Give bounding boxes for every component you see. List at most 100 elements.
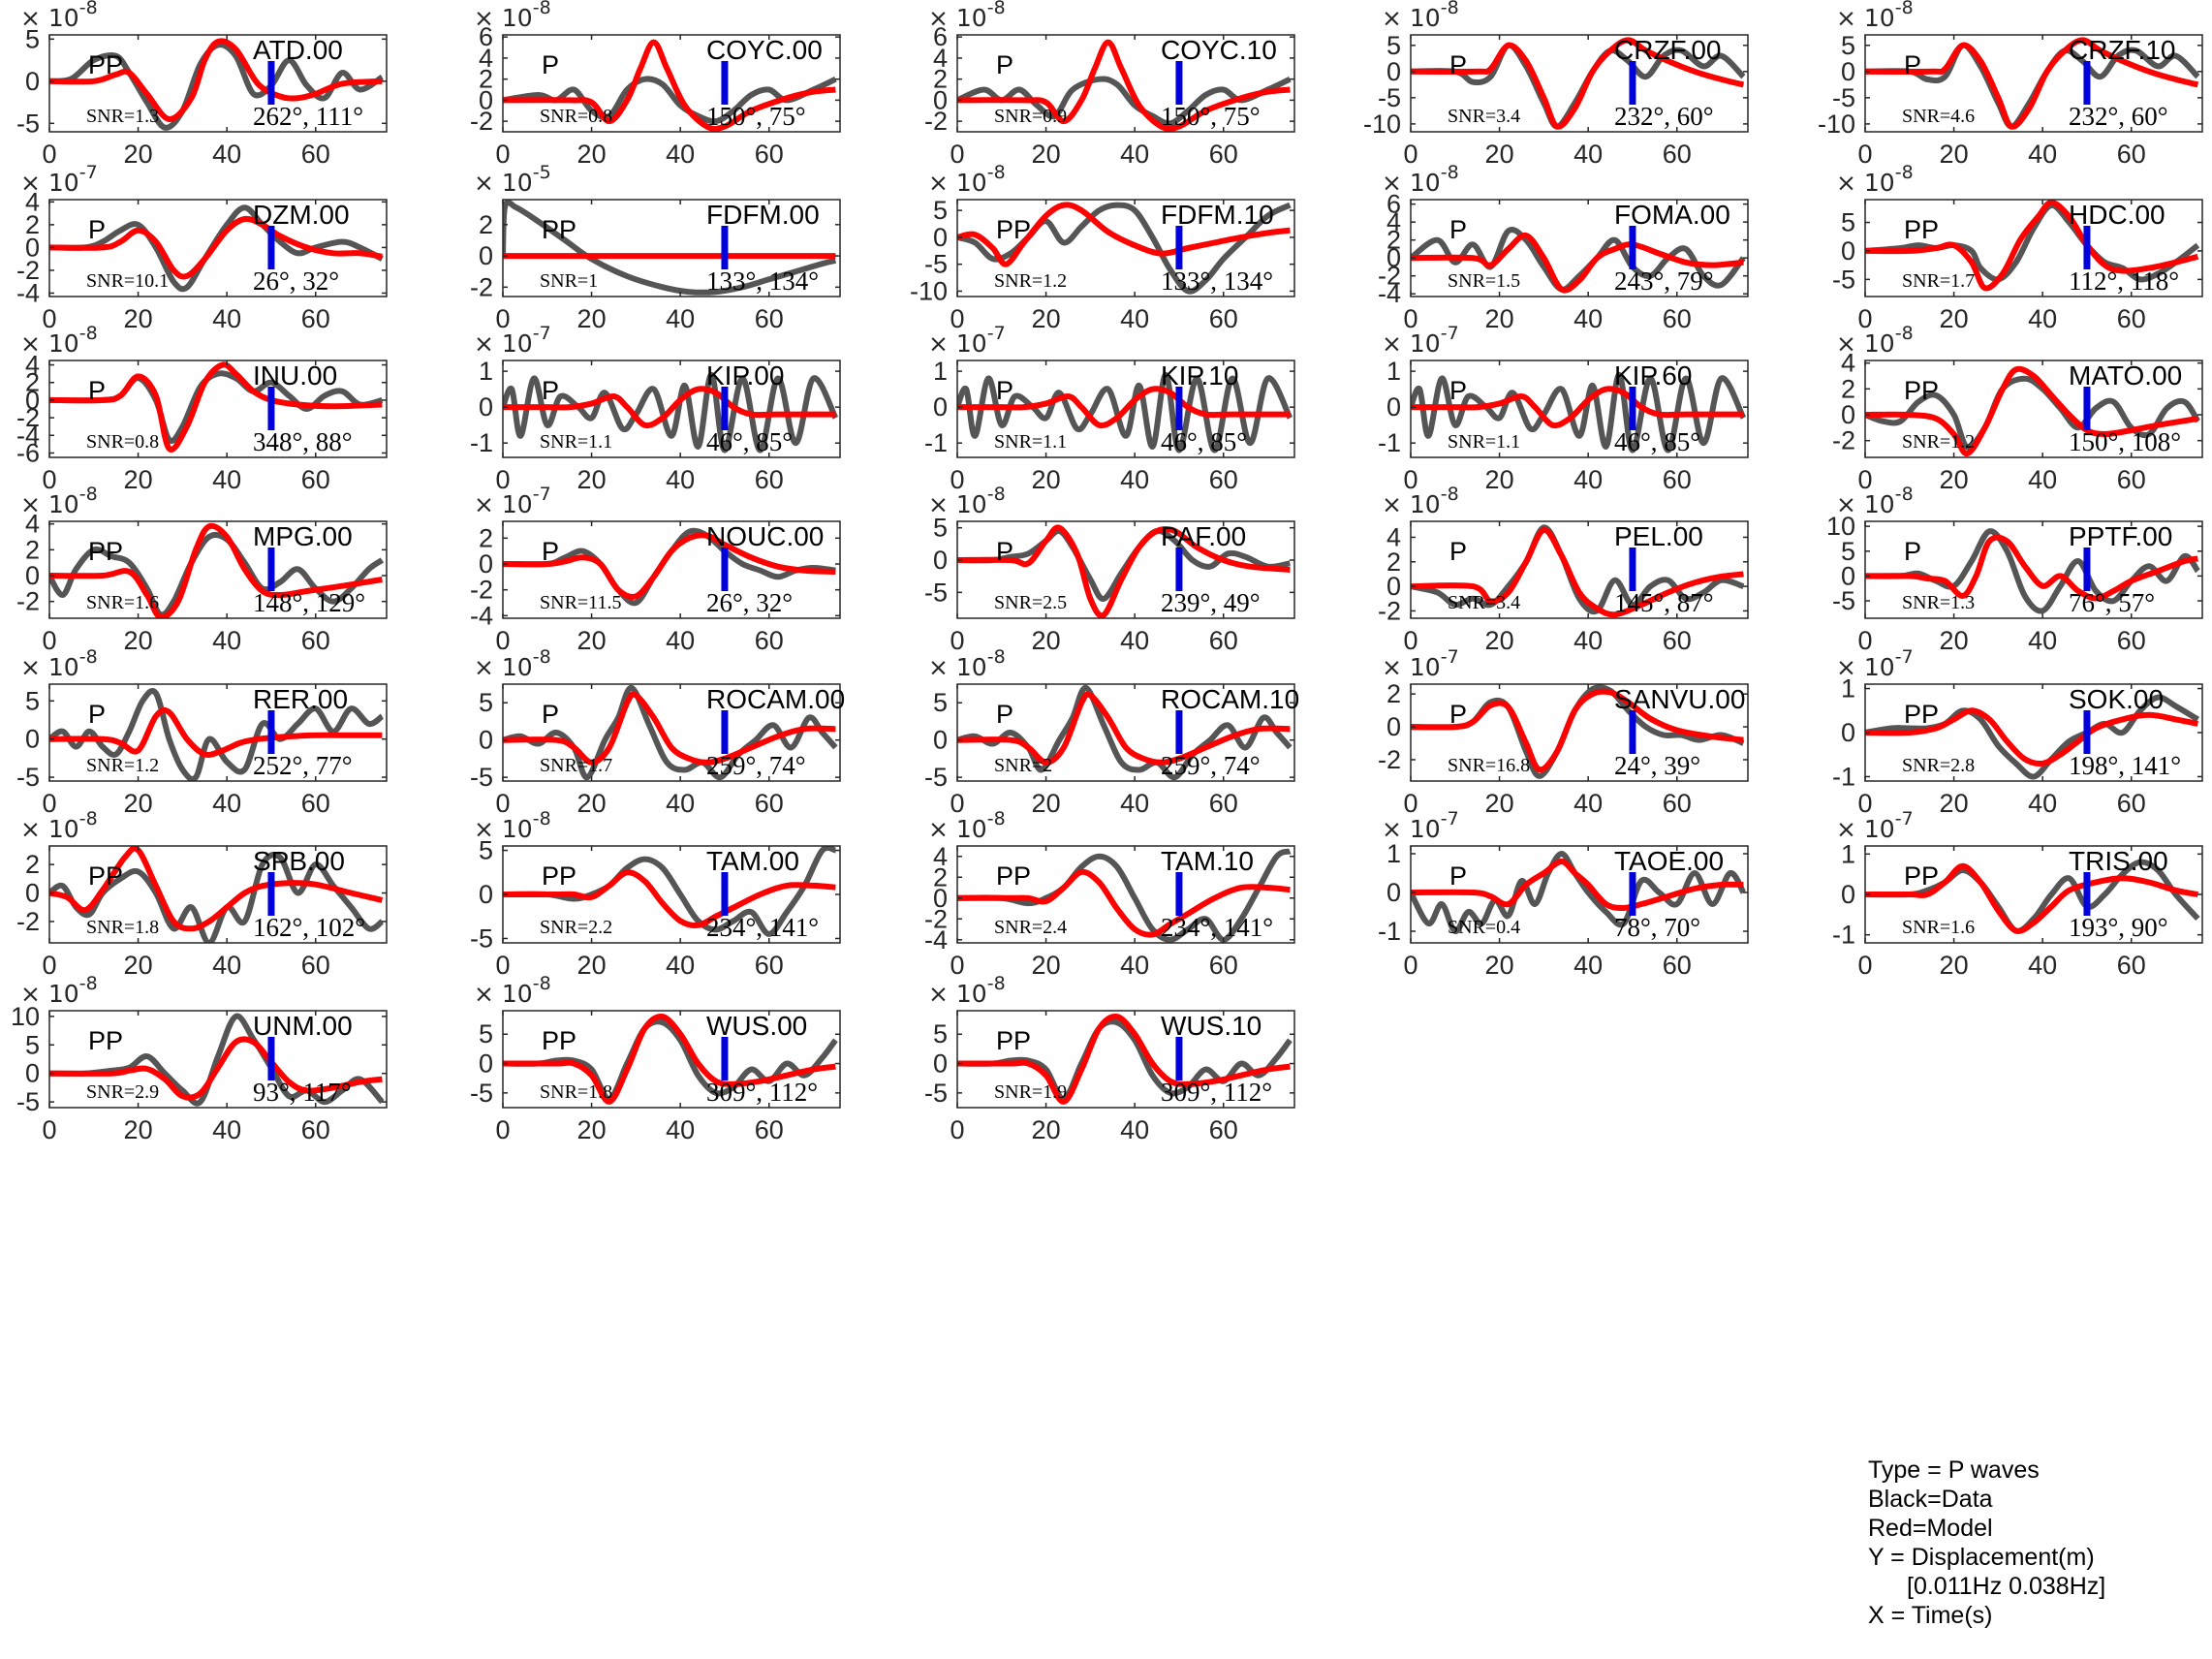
x-tick-label: 60 — [2117, 465, 2146, 494]
x-tick-label: 60 — [1209, 1115, 1238, 1144]
data-trace — [957, 76, 1292, 127]
x-tick-label: 60 — [1209, 465, 1238, 494]
y-tick-label: -4 — [470, 601, 493, 630]
axes-box — [502, 34, 841, 133]
y-tick-label: -2 — [16, 256, 40, 285]
angles-label: 133°, 134° — [706, 266, 819, 296]
snr-label: SNR=1.6 — [86, 592, 159, 613]
axes-box — [502, 199, 841, 297]
y-tick-label: -2 — [1832, 426, 1855, 455]
y-tick-label: -5 — [16, 763, 40, 792]
snr-label: SNR=2.2 — [540, 917, 612, 938]
axes-box — [1410, 683, 1749, 782]
x-tick-label: 40 — [212, 1115, 241, 1144]
snr-label: SNR=2.8 — [1902, 755, 1975, 776]
y-tick-label: 0 — [25, 386, 40, 415]
y-scale-exponent: × 10-8 — [474, 646, 551, 681]
x-tick-label: 40 — [666, 465, 695, 494]
y-tick-label: 0 — [1386, 57, 1401, 86]
y-scale-exponent: × 10-7 — [20, 162, 98, 197]
y-tick-label: 6 — [1386, 190, 1401, 219]
x-tick-label: 60 — [2117, 951, 2146, 980]
angles-label: 78°, 70° — [1614, 913, 1700, 942]
axes-box — [48, 845, 388, 944]
x-tick-label: 0 — [495, 789, 510, 818]
model-trace — [503, 386, 836, 429]
y-tick-label: 5 — [1386, 31, 1401, 60]
station-label: SOK.00 — [2069, 684, 2164, 714]
y-scale-exponent: × 10-7 — [928, 323, 1006, 358]
y-tick-label: -5 — [924, 578, 948, 607]
phase-label: P — [542, 537, 559, 566]
station-label: ROCAM.00 — [706, 684, 845, 714]
angles-label: 46°, 85° — [1161, 427, 1247, 456]
x-tick-label: 0 — [495, 465, 510, 494]
angles-label: 46°, 85° — [1614, 427, 1700, 456]
y-tick-label: 5 — [479, 1019, 493, 1049]
x-tick-label: 60 — [1663, 304, 1692, 333]
y-scale-exponent: × 10-8 — [928, 646, 1006, 681]
y-scale-exponent: × 10-7 — [474, 323, 551, 358]
station-label: TAM.00 — [706, 846, 799, 876]
snr-label: SNR=0.8 — [86, 431, 159, 453]
phase-label: PP — [88, 537, 123, 566]
snr-label: SNR=1.2 — [1902, 431, 1975, 453]
y-scale-exponent: × 10-8 — [20, 323, 98, 358]
axes-box — [1410, 34, 1749, 133]
model-trace — [1865, 534, 2198, 602]
y-tick-label: 5 — [933, 514, 948, 543]
x-tick-label: 40 — [1120, 304, 1149, 333]
angles-label: 150°, 75° — [1161, 102, 1261, 131]
station-label: DZM.00 — [253, 200, 350, 230]
y-tick-label: 0 — [479, 880, 493, 909]
snr-label: SNR=2.9 — [86, 1081, 159, 1103]
station-label: KIP.10 — [1161, 360, 1238, 391]
axes-box — [48, 34, 388, 133]
station-label: PAF.00 — [1161, 521, 1246, 551]
x-tick-label: 20 — [577, 789, 607, 818]
x-tick-label: 0 — [495, 626, 510, 655]
model-trace — [49, 361, 383, 453]
phase-label: PP — [1904, 700, 1939, 729]
x-tick-label: 0 — [1403, 465, 1418, 494]
x-tick-label: 20 — [577, 951, 607, 980]
y-tick-label: -5 — [470, 923, 493, 953]
y-tick-label: 5 — [933, 688, 948, 717]
y-tick-label: 0 — [1386, 572, 1401, 601]
y-tick-label: -1 — [470, 428, 493, 457]
angles-label: 232°, 60° — [1614, 102, 1714, 131]
x-tick-label: 0 — [42, 465, 56, 494]
x-tick-label: 0 — [42, 140, 56, 169]
axes-box — [48, 683, 388, 782]
y-tick-label: 0 — [25, 725, 40, 754]
x-tick-label: 20 — [1940, 465, 1969, 494]
phase-label: PP — [996, 861, 1031, 891]
y-tick-label: 2 — [1841, 374, 1855, 403]
y-tick-label: 0 — [933, 726, 948, 755]
snr-label: SNR=3.4 — [1448, 592, 1520, 613]
x-tick-label: 20 — [1940, 304, 1969, 333]
y-scale-exponent: × 10-7 — [1382, 646, 1459, 681]
axes-box — [502, 520, 841, 619]
angles-label: 46°, 85° — [706, 427, 793, 456]
station-label: TAOE.00 — [1614, 846, 1724, 876]
snr-label: SNR=0.4 — [1448, 917, 1520, 938]
model-trace — [49, 706, 383, 758]
snr-label: SNR=1.1 — [540, 431, 612, 453]
x-tick-label: 40 — [1573, 465, 1603, 494]
phase-label: P — [1904, 537, 1921, 566]
y-tick-label: 10 — [1826, 512, 1855, 541]
model-trace — [1411, 526, 1744, 618]
x-tick-label: 20 — [1940, 789, 1969, 818]
station-label: COYC.00 — [706, 35, 823, 65]
axes-box — [502, 360, 841, 458]
x-tick-label: 20 — [577, 140, 607, 169]
x-tick-label: 0 — [42, 626, 56, 655]
y-tick-label: 5 — [25, 1030, 40, 1059]
data-trace — [503, 527, 836, 607]
phase-label: P — [996, 700, 1013, 729]
y-scale-exponent: × 10-8 — [928, 162, 1006, 197]
